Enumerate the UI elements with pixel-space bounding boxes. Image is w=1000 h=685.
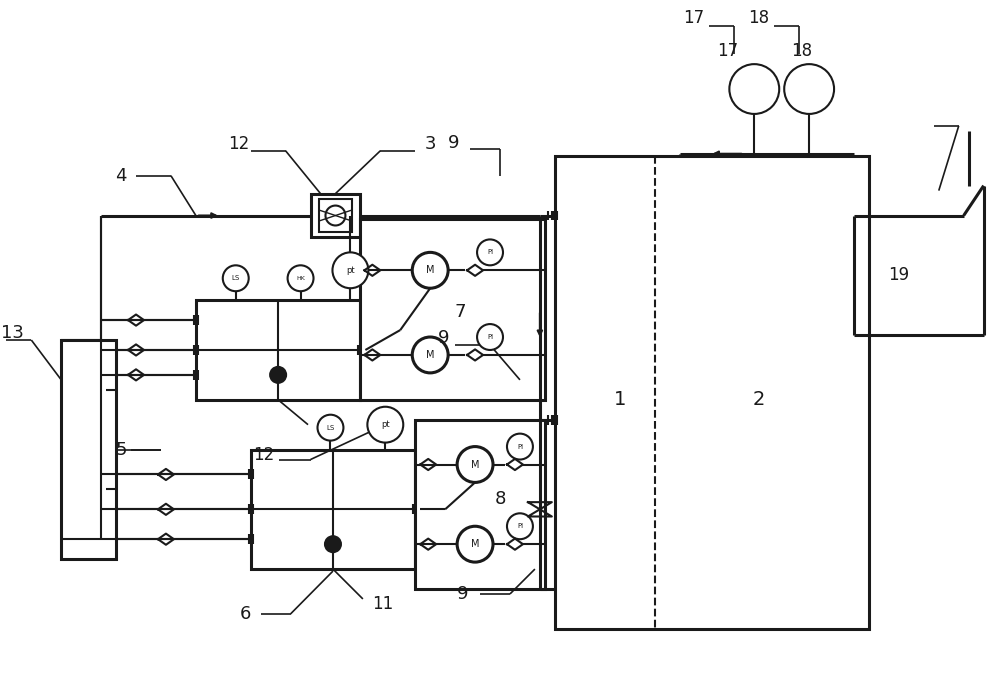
Text: PI: PI bbox=[517, 444, 523, 449]
Text: 12: 12 bbox=[228, 135, 249, 153]
Circle shape bbox=[325, 206, 345, 225]
Circle shape bbox=[332, 252, 368, 288]
Text: 9: 9 bbox=[447, 134, 459, 152]
Circle shape bbox=[223, 265, 249, 291]
Circle shape bbox=[507, 434, 533, 460]
Bar bbox=[415, 420, 545, 589]
Circle shape bbox=[477, 240, 503, 265]
Bar bbox=[360, 219, 545, 400]
Text: LS: LS bbox=[232, 275, 240, 282]
Text: 7: 7 bbox=[454, 303, 466, 321]
Circle shape bbox=[367, 407, 403, 443]
Text: 12: 12 bbox=[253, 445, 274, 464]
Circle shape bbox=[477, 324, 503, 350]
Text: 9: 9 bbox=[457, 585, 469, 603]
Bar bbox=[61, 340, 116, 559]
Bar bbox=[319, 199, 352, 232]
Text: M: M bbox=[426, 350, 434, 360]
Text: M: M bbox=[426, 265, 434, 275]
Bar bbox=[555, 155, 869, 629]
Circle shape bbox=[457, 447, 493, 482]
Text: 18: 18 bbox=[792, 42, 813, 60]
Text: 11: 11 bbox=[319, 419, 341, 436]
Bar bbox=[251, 449, 415, 569]
Text: 6: 6 bbox=[240, 605, 251, 623]
Text: 11: 11 bbox=[372, 595, 393, 613]
Circle shape bbox=[457, 526, 493, 562]
Text: 1: 1 bbox=[613, 390, 626, 409]
Text: PI: PI bbox=[487, 249, 493, 256]
Circle shape bbox=[318, 414, 343, 440]
Circle shape bbox=[325, 536, 341, 552]
Text: PI: PI bbox=[487, 334, 493, 340]
Text: pt: pt bbox=[381, 420, 390, 429]
Circle shape bbox=[507, 513, 533, 539]
Circle shape bbox=[412, 252, 448, 288]
Text: HK: HK bbox=[296, 276, 305, 281]
Text: M: M bbox=[471, 539, 479, 549]
Text: 3: 3 bbox=[424, 135, 436, 153]
Circle shape bbox=[784, 64, 834, 114]
Text: 9: 9 bbox=[437, 329, 449, 347]
Text: 13: 13 bbox=[1, 324, 24, 342]
Text: 5: 5 bbox=[115, 440, 127, 458]
Text: 8: 8 bbox=[494, 490, 506, 508]
Text: PI: PI bbox=[517, 523, 523, 530]
Text: pt: pt bbox=[346, 266, 355, 275]
Bar bbox=[196, 300, 360, 400]
Circle shape bbox=[729, 64, 779, 114]
Text: 19: 19 bbox=[888, 266, 909, 284]
Text: 18: 18 bbox=[748, 10, 769, 27]
Circle shape bbox=[412, 337, 448, 373]
Text: 17: 17 bbox=[683, 10, 704, 27]
Text: 2: 2 bbox=[753, 390, 765, 409]
Circle shape bbox=[288, 265, 314, 291]
Text: 17: 17 bbox=[717, 42, 738, 60]
Text: LS: LS bbox=[326, 425, 335, 431]
Bar bbox=[311, 194, 360, 238]
Circle shape bbox=[270, 367, 286, 383]
Text: 4: 4 bbox=[115, 166, 127, 185]
Text: M: M bbox=[471, 460, 479, 469]
